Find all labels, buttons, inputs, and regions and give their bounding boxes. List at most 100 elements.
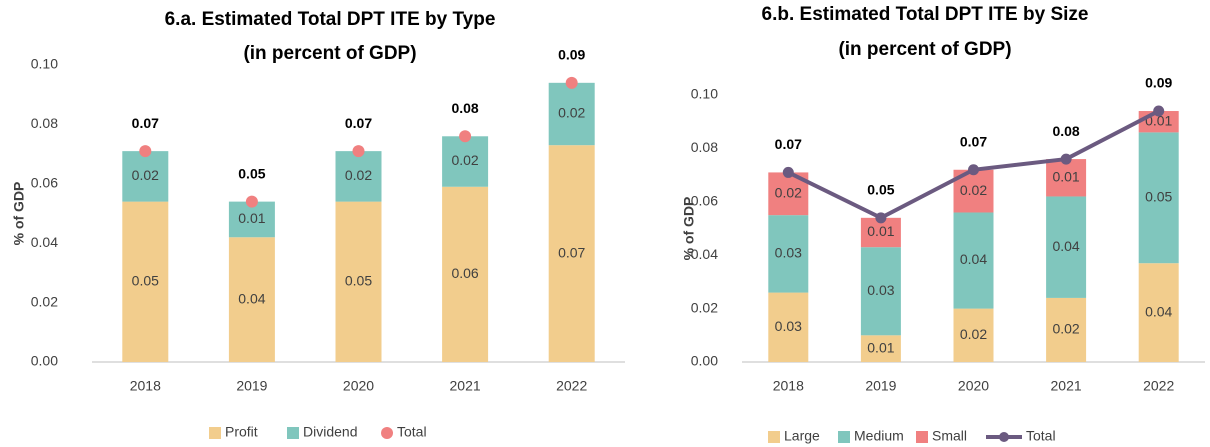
value-label: 0.03 — [867, 282, 894, 298]
x-tick-label: 2019 — [865, 378, 896, 394]
y-tick-label: 0.10 — [31, 56, 58, 72]
total-marker — [1153, 105, 1165, 117]
y-tick-label: 0.02 — [691, 299, 718, 315]
bar-segment — [1046, 196, 1087, 298]
total-label: 0.07 — [775, 136, 802, 152]
bar-segment — [548, 82, 595, 146]
total-label: 0.07 — [132, 115, 159, 131]
bar-segment — [768, 215, 809, 293]
total-label: 0.08 — [1052, 123, 1079, 139]
legend-swatch — [916, 431, 928, 443]
value-label: 0.05 — [1145, 188, 1172, 204]
y-tick-label: 0.06 — [31, 175, 58, 191]
total-label: 0.07 — [345, 115, 372, 131]
value-label: 0.02 — [960, 182, 987, 198]
y-tick-label: 0.04 — [31, 234, 58, 250]
legend-label: Large — [784, 428, 820, 444]
y-axis-label: % of GDP — [11, 182, 27, 246]
y-tick-label: 0.00 — [691, 353, 718, 369]
y-tick-label: 0.10 — [691, 86, 718, 102]
total-marker — [245, 195, 258, 208]
legend-swatch — [838, 431, 850, 443]
bar-segment — [442, 136, 489, 187]
bar-segment — [335, 201, 382, 362]
chart-subtitle: (in percent of GDP) — [243, 43, 416, 64]
total-marker — [139, 145, 152, 158]
legend-swatch — [768, 431, 780, 443]
value-label: 0.07 — [558, 244, 585, 260]
chart-title: 6.b. Estimated Total DPT ITE by Size — [762, 4, 1089, 25]
total-label: 0.05 — [867, 182, 894, 198]
value-label: 0.02 — [1052, 321, 1079, 337]
x-tick-label: 2018 — [773, 378, 804, 394]
value-label: 0.03 — [775, 245, 802, 261]
total-label: 0.09 — [1145, 75, 1172, 91]
legend-swatch — [209, 427, 221, 439]
y-tick-label: 0.00 — [31, 353, 58, 369]
value-label: 0.01 — [867, 339, 894, 355]
bar-segment — [768, 292, 809, 362]
chart-subtitle: (in percent of GDP) — [838, 39, 1011, 60]
bar-segment — [1138, 263, 1179, 362]
value-label: 0.03 — [775, 318, 802, 334]
x-tick-label: 2022 — [1143, 378, 1174, 394]
bar-segment — [1046, 159, 1087, 197]
legend-label: Dividend — [303, 424, 357, 440]
y-axis-label: % of GDP — [681, 197, 697, 261]
value-label: 0.02 — [132, 167, 159, 183]
bar-segment — [1046, 297, 1087, 362]
y-tick-label: 0.08 — [691, 139, 718, 155]
legend-swatch — [287, 427, 299, 439]
total-marker — [782, 166, 794, 178]
legend-label: Profit — [225, 424, 258, 440]
value-label: 0.05 — [345, 273, 372, 289]
bar-segment — [122, 151, 169, 202]
value-label: 0.04 — [238, 290, 265, 306]
total-marker — [968, 164, 979, 176]
bar-segment — [953, 308, 994, 362]
total-marker — [1060, 153, 1072, 165]
bar-segment — [548, 145, 595, 362]
legend-label: Total — [1026, 428, 1056, 444]
total-marker — [352, 145, 365, 158]
value-label: 0.02 — [960, 326, 987, 342]
value-label: 0.02 — [345, 167, 372, 183]
legend-label: Medium — [854, 428, 904, 444]
x-tick-label: 2021 — [450, 378, 481, 394]
x-tick-label: 2021 — [1051, 378, 1082, 394]
bar-segment — [953, 212, 994, 309]
value-label: 0.02 — [451, 152, 478, 168]
value-label: 0.04 — [960, 251, 987, 267]
x-tick-label: 2020 — [343, 378, 374, 394]
total-marker — [875, 212, 887, 224]
bar-segment — [860, 247, 901, 336]
y-tick-label: 0.04 — [691, 246, 718, 262]
bar-segment — [860, 335, 901, 362]
bar-segment — [122, 201, 169, 362]
legend-label: Small — [932, 428, 967, 444]
value-label: 0.01 — [867, 223, 894, 239]
legend-swatch — [999, 432, 1009, 442]
bar-segment — [1138, 132, 1179, 264]
x-tick-label: 2018 — [130, 378, 161, 394]
bar-segment — [335, 151, 382, 202]
total-label: 0.08 — [451, 100, 478, 116]
total-label: 0.09 — [558, 47, 585, 63]
bar-segment — [442, 186, 489, 362]
legend-swatch — [381, 427, 393, 439]
total-label: 0.07 — [960, 133, 987, 149]
total-marker — [565, 76, 578, 89]
x-tick-label: 2019 — [236, 378, 267, 394]
value-label: 0.04 — [1052, 238, 1079, 254]
value-label: 0.01 — [238, 210, 265, 226]
legend-label: Total — [397, 424, 427, 440]
value-label: 0.02 — [558, 105, 585, 121]
value-label: 0.06 — [451, 265, 478, 281]
x-tick-label: 2020 — [958, 378, 989, 394]
bar-segment — [228, 237, 275, 362]
value-label: 0.05 — [132, 273, 159, 289]
y-tick-label: 0.02 — [31, 293, 58, 309]
y-tick-label: 0.06 — [691, 193, 718, 209]
total-label: 0.05 — [238, 165, 265, 181]
